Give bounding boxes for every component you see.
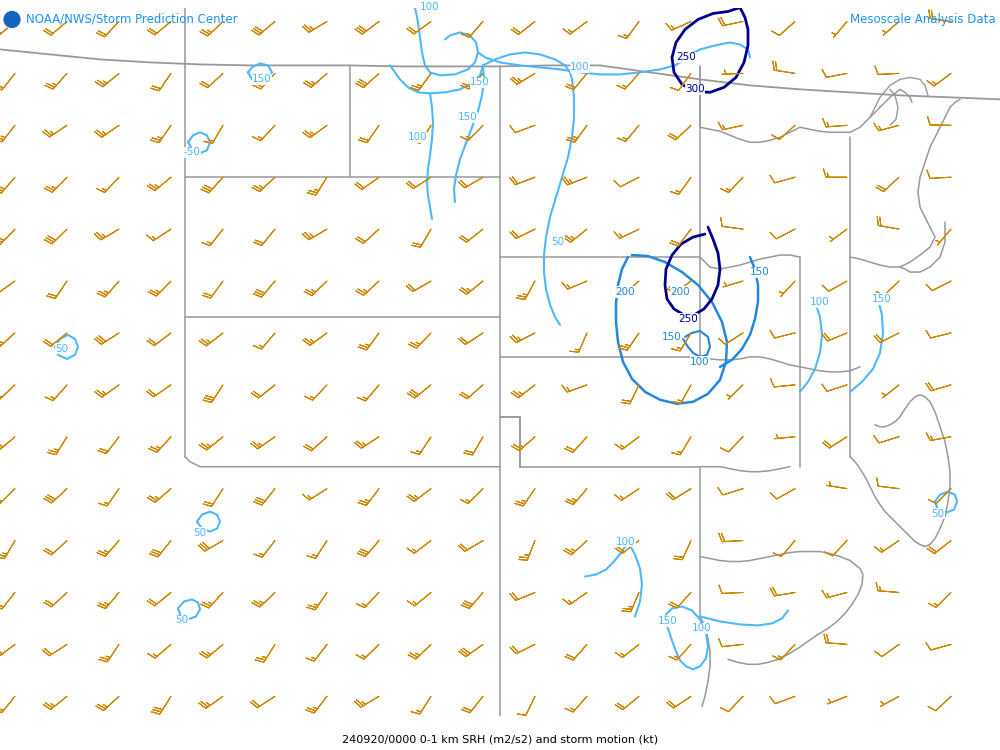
Text: 100: 100	[408, 132, 428, 142]
Text: -50: -50	[184, 147, 200, 158]
Text: 150: 150	[458, 112, 478, 122]
Text: 50: 50	[175, 616, 189, 626]
Text: 50: 50	[193, 527, 207, 538]
Text: 200: 200	[615, 287, 635, 297]
Text: 150: 150	[658, 616, 678, 626]
Text: 100: 100	[616, 536, 636, 547]
Text: 240920/0000 0-1 km SRH (m2/s2) and storm motion (kt): 240920/0000 0-1 km SRH (m2/s2) and storm…	[342, 734, 658, 744]
Text: 150: 150	[470, 77, 490, 87]
Text: 300: 300	[685, 84, 705, 94]
Text: 50: 50	[551, 237, 565, 247]
Text: 150: 150	[872, 294, 892, 304]
Text: 250: 250	[678, 314, 698, 324]
Text: 100: 100	[570, 62, 590, 73]
Text: 50: 50	[55, 344, 69, 354]
Text: NOAA/NWS/Storm Prediction Center: NOAA/NWS/Storm Prediction Center	[26, 13, 238, 26]
Text: 150: 150	[252, 74, 272, 84]
Text: 50: 50	[931, 509, 945, 518]
Text: 150: 150	[662, 332, 682, 342]
Text: 200: 200	[670, 287, 690, 297]
Text: 100: 100	[692, 623, 712, 634]
Text: 250: 250	[676, 53, 696, 62]
Text: 100: 100	[810, 297, 830, 307]
Text: Mesoscale Analysis Data: Mesoscale Analysis Data	[850, 13, 996, 26]
Text: 100: 100	[690, 357, 710, 367]
Text: 150: 150	[750, 267, 770, 277]
Circle shape	[3, 10, 21, 28]
Text: 100: 100	[420, 2, 440, 13]
